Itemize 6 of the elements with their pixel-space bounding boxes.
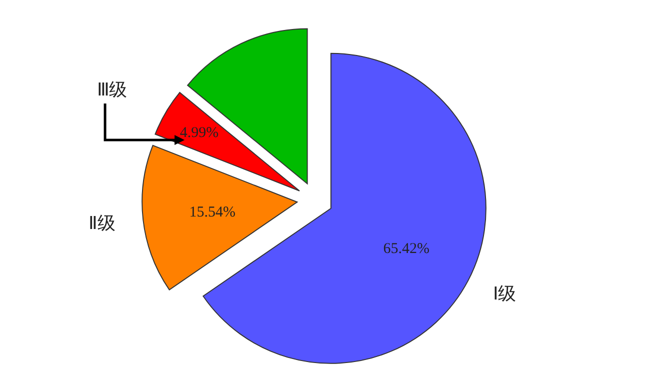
slice-label: Ⅱ级 <box>88 212 116 233</box>
data-label: 15.54% <box>189 204 236 221</box>
data-label: 65.42% <box>383 241 430 258</box>
data-label: 4.99% <box>180 124 219 141</box>
slice-label: Ⅲ级 <box>97 80 128 100</box>
slice-label: Ⅰ级 <box>492 284 516 304</box>
